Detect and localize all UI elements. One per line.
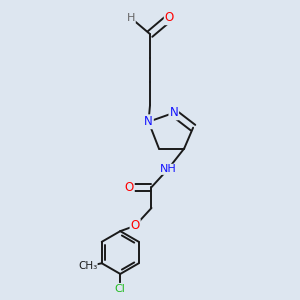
- Text: CH₃: CH₃: [78, 261, 97, 271]
- Text: O: O: [124, 181, 134, 194]
- Text: O: O: [130, 219, 140, 232]
- Text: N: N: [144, 115, 153, 128]
- Text: O: O: [165, 11, 174, 24]
- Text: NH: NH: [160, 164, 176, 174]
- Text: Cl: Cl: [115, 284, 126, 294]
- Text: N: N: [169, 106, 178, 119]
- Text: H: H: [127, 13, 135, 23]
